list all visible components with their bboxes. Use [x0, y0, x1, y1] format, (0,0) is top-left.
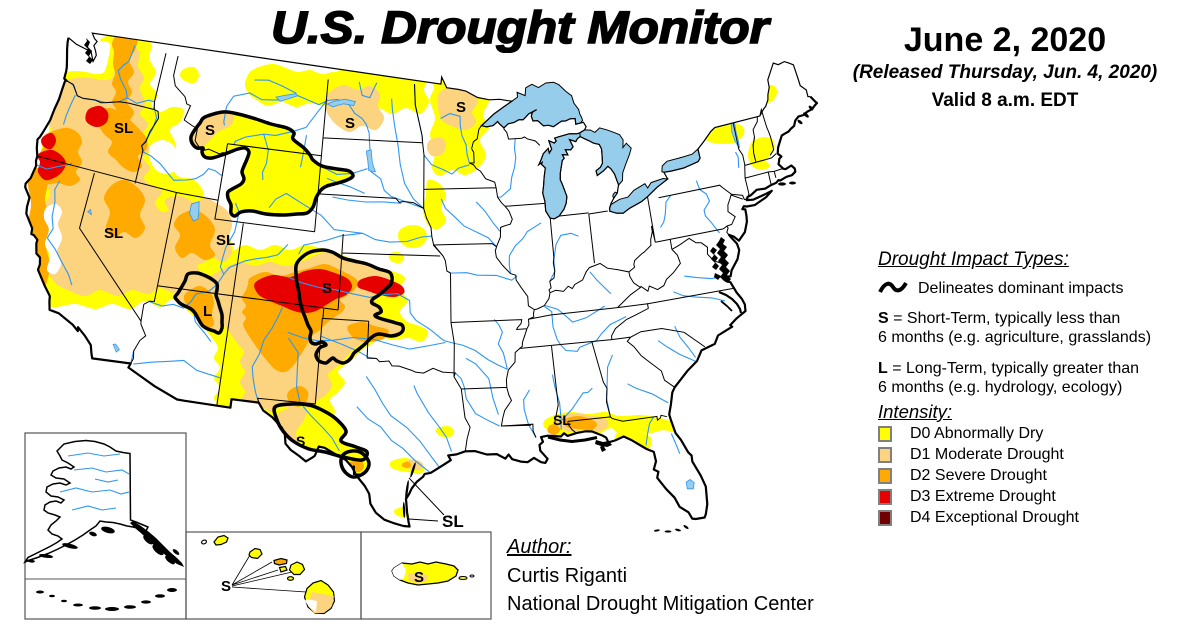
svg-text:S: S	[296, 433, 305, 449]
svg-text:L: L	[352, 462, 361, 478]
svg-text:S: S	[345, 115, 355, 132]
svg-text:SL: SL	[216, 232, 235, 249]
svg-text:SL: SL	[442, 512, 464, 531]
svg-text:SL: SL	[114, 120, 133, 137]
svg-text:SL: SL	[104, 225, 123, 242]
svg-text:S: S	[414, 569, 424, 586]
svg-text:S: S	[221, 578, 231, 595]
svg-text:SL: SL	[553, 412, 571, 428]
svg-text:S: S	[205, 122, 215, 139]
svg-text:L: L	[203, 303, 212, 320]
svg-text:S: S	[322, 280, 332, 297]
svg-text:S: S	[456, 99, 466, 116]
